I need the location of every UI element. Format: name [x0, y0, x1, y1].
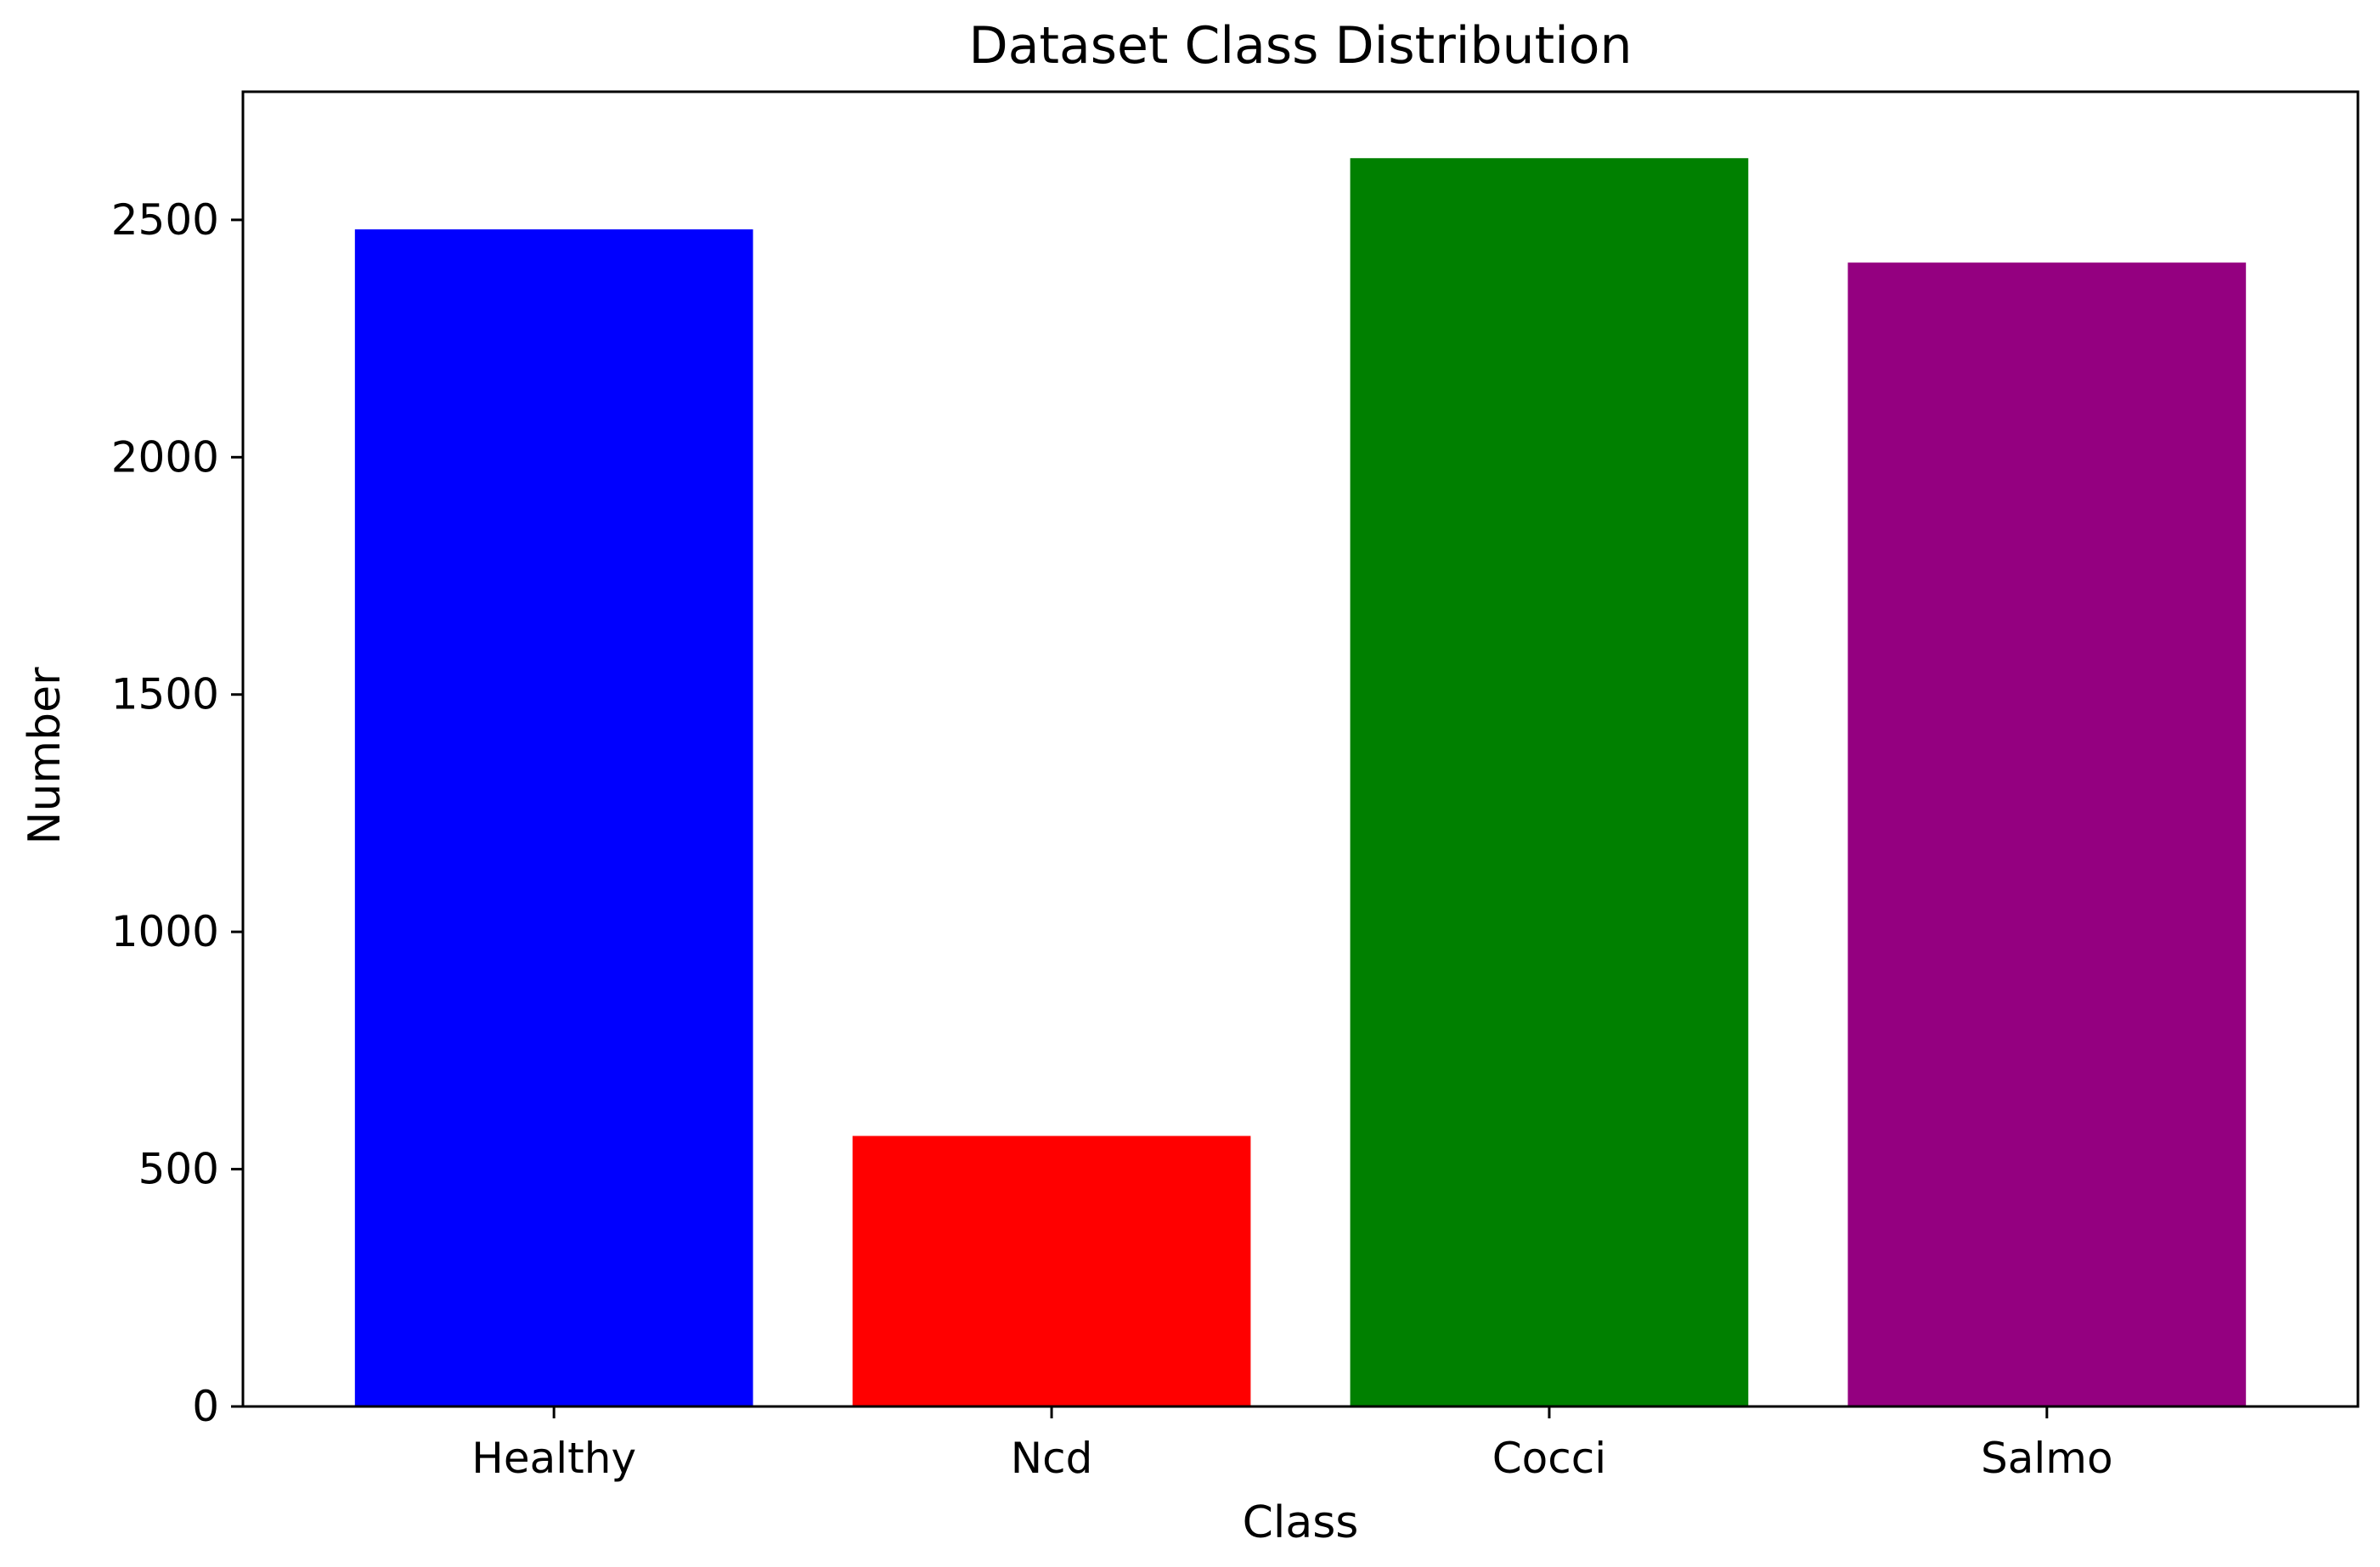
y-tick-label: 500: [138, 1145, 219, 1194]
y-axis-ticks: 0 500 1000 1500 2000 2500: [111, 195, 243, 1431]
bars-layer: [354, 158, 2247, 1407]
x-axis-ticks: Healthy Ncd Cocci Salmo: [471, 1406, 2113, 1483]
x-axis-title: Class: [1243, 1497, 1359, 1548]
y-axis-title: Number: [20, 667, 70, 845]
x-tick-label: Salmo: [1981, 1434, 2113, 1483]
x-tick-label: Healthy: [471, 1434, 636, 1483]
chart-title: Dataset Class Distribution: [969, 16, 1633, 76]
y-tick-label: 0: [192, 1382, 219, 1431]
y-tick-label: 2000: [111, 432, 219, 482]
y-tick-label: 2500: [111, 195, 219, 245]
bar-healthy: [354, 229, 753, 1407]
y-tick-label: 1500: [111, 670, 219, 719]
x-tick-label: Ncd: [1011, 1434, 1093, 1483]
y-tick-label: 1000: [111, 907, 219, 956]
bar-ncd: [852, 1136, 1251, 1406]
bar-salmo: [1847, 262, 2247, 1407]
bar-cocci: [1350, 158, 1749, 1406]
x-tick-label: Cocci: [1492, 1434, 1606, 1483]
plot-area-frame: [241, 90, 2360, 1408]
